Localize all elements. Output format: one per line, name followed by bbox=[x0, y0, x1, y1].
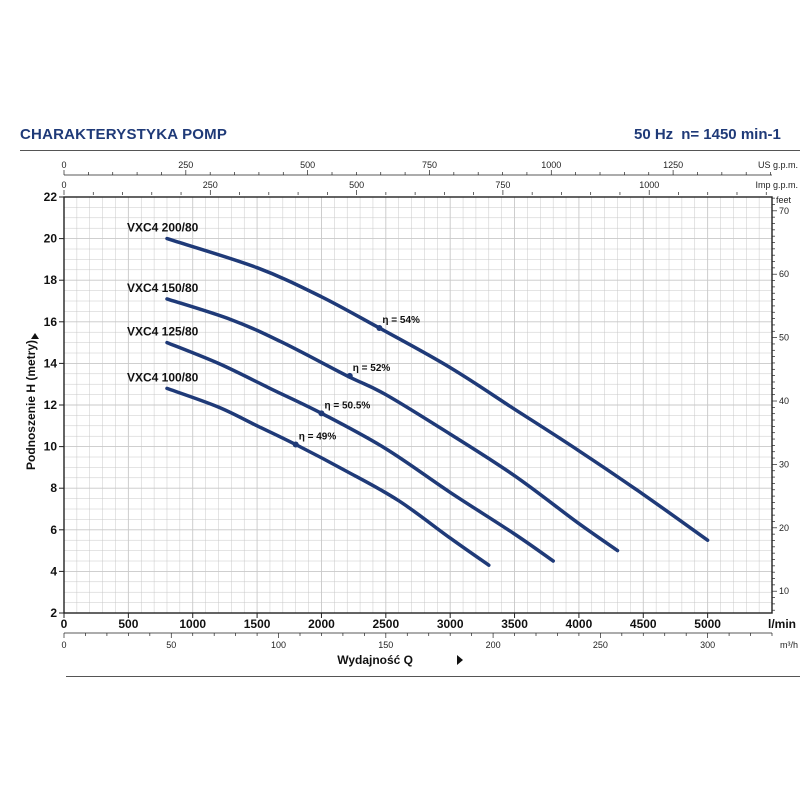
x-unit-label: l/min bbox=[768, 617, 796, 631]
x-tick-label: 2000 bbox=[308, 617, 335, 631]
m3h-unit-label: m³/h bbox=[780, 640, 798, 650]
efficiency-label-1: η = 54% bbox=[382, 315, 420, 326]
x-axis-arrow-icon bbox=[457, 655, 463, 665]
series-label-3: VXC4 125/80 bbox=[127, 325, 199, 339]
y-tick-label: 14 bbox=[44, 356, 58, 370]
us-gpm-unit-label: US g.p.m. bbox=[758, 160, 798, 170]
imp-gpm-tick-label: 750 bbox=[495, 180, 510, 190]
labels: VXC4 200/80 VXC4 150/80 VXC4 125/80 VXC4 10… bbox=[127, 221, 420, 448]
feet-tick-label: 60 bbox=[779, 269, 789, 279]
m3h-tick-label: 50 bbox=[166, 640, 176, 650]
efficiency-point-2 bbox=[346, 372, 353, 379]
imp-gpm-tick-label: 0 bbox=[61, 180, 66, 190]
m3h-tick-label: 150 bbox=[378, 640, 393, 650]
efficiency-label-2: η = 52% bbox=[353, 363, 391, 374]
curves bbox=[165, 236, 710, 567]
series-label-2: VXC4 150/80 bbox=[127, 281, 199, 295]
x-axis-label: Wydajność Q bbox=[337, 653, 413, 667]
y-axis-label: Podnoszenie H (metry) bbox=[24, 340, 38, 470]
imp-gpm-tick-label: 500 bbox=[349, 180, 364, 190]
m3h-tick-label: 100 bbox=[271, 640, 286, 650]
footer-divider bbox=[66, 676, 800, 677]
feet-tick-label: 30 bbox=[779, 459, 789, 469]
x-tick-label: 2500 bbox=[372, 617, 399, 631]
efficiency-point-1 bbox=[376, 325, 383, 332]
imp-gpm-unit-label: Imp g.p.m. bbox=[755, 180, 798, 190]
us-gpm-tick-label: 500 bbox=[300, 160, 315, 170]
efficiency-point-4 bbox=[292, 441, 299, 448]
feet-tick-label: 70 bbox=[779, 206, 789, 216]
feet-tick-label: 40 bbox=[779, 396, 789, 406]
grid bbox=[63, 196, 773, 614]
us-gpm-tick-label: 750 bbox=[422, 160, 437, 170]
y-tick-label: 8 bbox=[50, 481, 57, 495]
imp-gpm-tick-label: 1000 bbox=[639, 180, 659, 190]
efficiency-label-3: η = 50.5% bbox=[324, 400, 370, 411]
x-tick-label: 1000 bbox=[179, 617, 206, 631]
y-tick-label: 20 bbox=[44, 232, 58, 246]
x-tick-label: 500 bbox=[118, 617, 138, 631]
x-tick-label: 4500 bbox=[630, 617, 657, 631]
us-gpm-tick-label: 0 bbox=[61, 160, 66, 170]
us-gpm-tick-label: 1250 bbox=[663, 160, 683, 170]
x-tick-label: 0 bbox=[61, 617, 68, 631]
y-tick-label: 22 bbox=[44, 190, 58, 204]
y-tick-label: 16 bbox=[44, 315, 58, 329]
feet-tick-label: 20 bbox=[779, 523, 789, 533]
m3h-tick-label: 300 bbox=[700, 640, 715, 650]
x-tick-label: 3000 bbox=[437, 617, 464, 631]
x-tick-label: 3500 bbox=[501, 617, 528, 631]
header-divider bbox=[20, 150, 800, 151]
operating-conditions: 50 Hz n= 1450 min-1 bbox=[634, 126, 800, 143]
feet-unit-label: feet bbox=[776, 195, 792, 205]
efficiency-point-3 bbox=[318, 410, 325, 417]
x-tick-label: 5000 bbox=[694, 617, 721, 631]
efficiency-label-4: η = 49% bbox=[299, 432, 337, 443]
chart-title: CHARAKTERYSTYKA POMP bbox=[20, 126, 228, 143]
x-tick-label: 1500 bbox=[244, 617, 271, 631]
us-gpm-tick-label: 250 bbox=[178, 160, 193, 170]
us-gpm-tick-label: 1000 bbox=[541, 160, 561, 170]
m3h-tick-label: 200 bbox=[486, 640, 501, 650]
series-line-4 bbox=[165, 386, 491, 567]
y-tick-label: 4 bbox=[50, 564, 57, 578]
x-tick-label: 4000 bbox=[566, 617, 593, 631]
y-axis-arrow-icon bbox=[31, 333, 39, 339]
y-tick-label: 10 bbox=[44, 440, 58, 454]
frequency-label: 50 Hz bbox=[634, 126, 674, 143]
series-line-3 bbox=[165, 340, 555, 563]
feet-tick-label: 50 bbox=[779, 333, 789, 343]
m3h-tick-label: 250 bbox=[593, 640, 608, 650]
speed-label: n= 1450 min-1 bbox=[681, 126, 781, 143]
y-tick-label: 12 bbox=[44, 398, 58, 412]
feet-tick-label: 10 bbox=[779, 586, 789, 596]
m3h-tick-label: 0 bbox=[61, 640, 66, 650]
series-label-4: VXC4 100/80 bbox=[127, 370, 199, 384]
imp-gpm-tick-label: 250 bbox=[203, 180, 218, 190]
series-line-1 bbox=[165, 236, 710, 542]
y-tick-label: 18 bbox=[44, 273, 58, 287]
series-label-1: VXC4 200/80 bbox=[127, 221, 199, 235]
series-line-2 bbox=[165, 297, 620, 553]
y-tick-label: 6 bbox=[50, 523, 57, 537]
y-tick-label: 2 bbox=[50, 606, 57, 620]
